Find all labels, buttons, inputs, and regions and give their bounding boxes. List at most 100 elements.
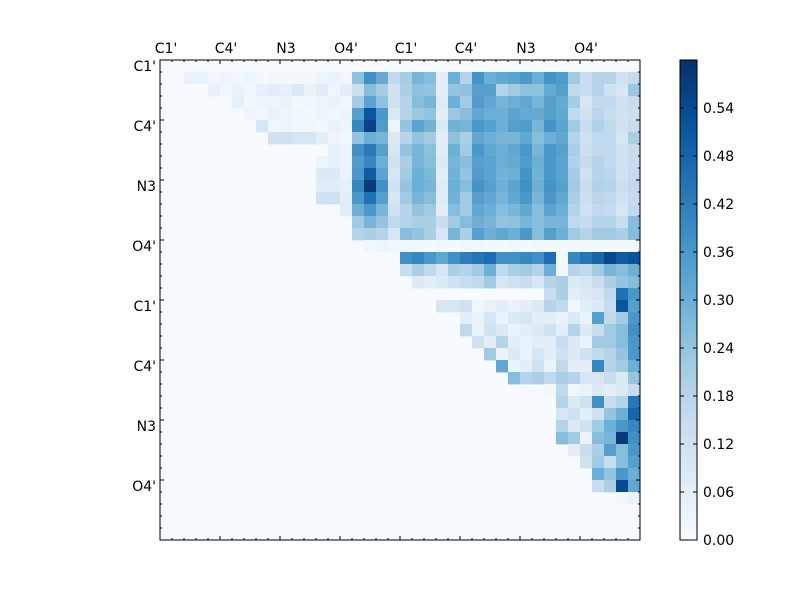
heatmap-cell — [484, 108, 497, 121]
heatmap-cell — [592, 420, 605, 433]
heatmap-cell — [628, 156, 641, 169]
heatmap-cell — [604, 324, 617, 337]
heatmap-cell — [580, 72, 593, 85]
heatmap-cell — [268, 84, 281, 97]
heatmap-cell — [496, 156, 509, 169]
heatmap-cell — [496, 252, 509, 265]
heatmap-cell — [556, 288, 569, 301]
heatmap-cell — [520, 348, 533, 361]
heatmap-cell — [496, 324, 509, 337]
heatmap-cell — [472, 192, 485, 205]
heatmap-cell — [532, 372, 545, 385]
heatmap-cell — [484, 264, 497, 277]
heatmap-cell — [316, 84, 329, 97]
colorbar-tick-label: 0.48 — [703, 149, 734, 165]
heatmap-cell — [352, 192, 365, 205]
heatmap-cell — [544, 120, 557, 133]
heatmap-cell — [460, 252, 473, 265]
heatmap-cell — [436, 228, 449, 241]
heatmap-cell — [628, 336, 641, 349]
heatmap-cell — [484, 84, 497, 97]
heatmap-cell — [376, 216, 389, 229]
heatmap-cell — [580, 108, 593, 121]
heatmap-cell — [628, 108, 641, 121]
heatmap-cell — [556, 432, 569, 445]
heatmap-cell — [400, 120, 413, 133]
heatmap-cell — [352, 204, 365, 217]
heatmap-cell — [508, 96, 521, 109]
heatmap-cell — [268, 72, 281, 85]
heatmap-cell — [292, 84, 305, 97]
heatmap-cell — [388, 180, 401, 193]
heatmap-cell — [544, 276, 557, 289]
heatmap-cell — [472, 216, 485, 229]
heatmap-cell — [520, 300, 533, 313]
heatmap-cell — [580, 276, 593, 289]
heatmap-cell — [604, 336, 617, 349]
heatmap-cell — [448, 108, 461, 121]
heatmap-cell — [532, 300, 545, 313]
heatmap-cell — [628, 456, 641, 469]
heatmap-cell — [352, 156, 365, 169]
heatmap-cell — [592, 312, 605, 325]
heatmap-cell — [604, 144, 617, 157]
heatmap-cell — [472, 204, 485, 217]
heatmap-cell — [484, 348, 497, 361]
heatmap-cell — [592, 84, 605, 97]
heatmap-cell — [400, 216, 413, 229]
heatmap-cell — [616, 336, 629, 349]
heatmap-cell — [592, 432, 605, 445]
heatmap-cell — [604, 360, 617, 373]
heatmap-cell — [568, 396, 581, 409]
heatmap-cell — [628, 420, 641, 433]
heatmap-cell — [544, 252, 557, 265]
heatmap-cell — [268, 108, 281, 121]
heatmap-cell — [556, 228, 569, 241]
heatmap-cell — [496, 132, 509, 145]
heatmap-cell — [628, 432, 641, 445]
heatmap-cell — [616, 432, 629, 445]
heatmap-cell — [580, 300, 593, 313]
heatmap-cell — [220, 84, 233, 97]
heatmap-cell — [580, 336, 593, 349]
heatmap-cell — [592, 252, 605, 265]
heatmap-cell — [508, 204, 521, 217]
heatmap-cell — [412, 228, 425, 241]
heatmap-cell — [532, 360, 545, 373]
heatmap-cell — [364, 156, 377, 169]
heatmap-cell — [388, 192, 401, 205]
heatmap-cell — [400, 96, 413, 109]
heatmap-cell — [400, 204, 413, 217]
heatmap-cell — [604, 192, 617, 205]
heatmap-cell — [616, 396, 629, 409]
heatmap-cell — [520, 192, 533, 205]
heatmap-cell — [556, 108, 569, 121]
heatmap-cell — [580, 288, 593, 301]
heatmap-cell — [496, 144, 509, 157]
heatmap-cell — [412, 108, 425, 121]
heatmap-cell — [448, 168, 461, 181]
heatmap-cell — [532, 204, 545, 217]
heatmap-cell — [424, 276, 437, 289]
heatmap-cell — [508, 324, 521, 337]
heatmap-cell — [532, 312, 545, 325]
heatmap-cell — [580, 324, 593, 337]
heatmap-cell — [556, 216, 569, 229]
heatmap-cell — [628, 360, 641, 373]
heatmap-cell — [424, 240, 437, 253]
heatmap-cell — [556, 96, 569, 109]
heatmap-cell — [448, 192, 461, 205]
heatmap-cell — [364, 228, 377, 241]
heatmap-cell — [532, 252, 545, 265]
heatmap-cell — [628, 288, 641, 301]
colorbar-tick-label: 0.36 — [703, 245, 734, 261]
heatmap-cell — [544, 132, 557, 145]
heatmap-cell — [412, 132, 425, 145]
heatmap-cell — [568, 420, 581, 433]
heatmap-cell — [484, 168, 497, 181]
heatmap-cell — [448, 156, 461, 169]
heatmap-cell — [484, 336, 497, 349]
heatmap-cell — [472, 324, 485, 337]
heatmap-cell — [520, 372, 533, 385]
heatmap-cell — [520, 228, 533, 241]
